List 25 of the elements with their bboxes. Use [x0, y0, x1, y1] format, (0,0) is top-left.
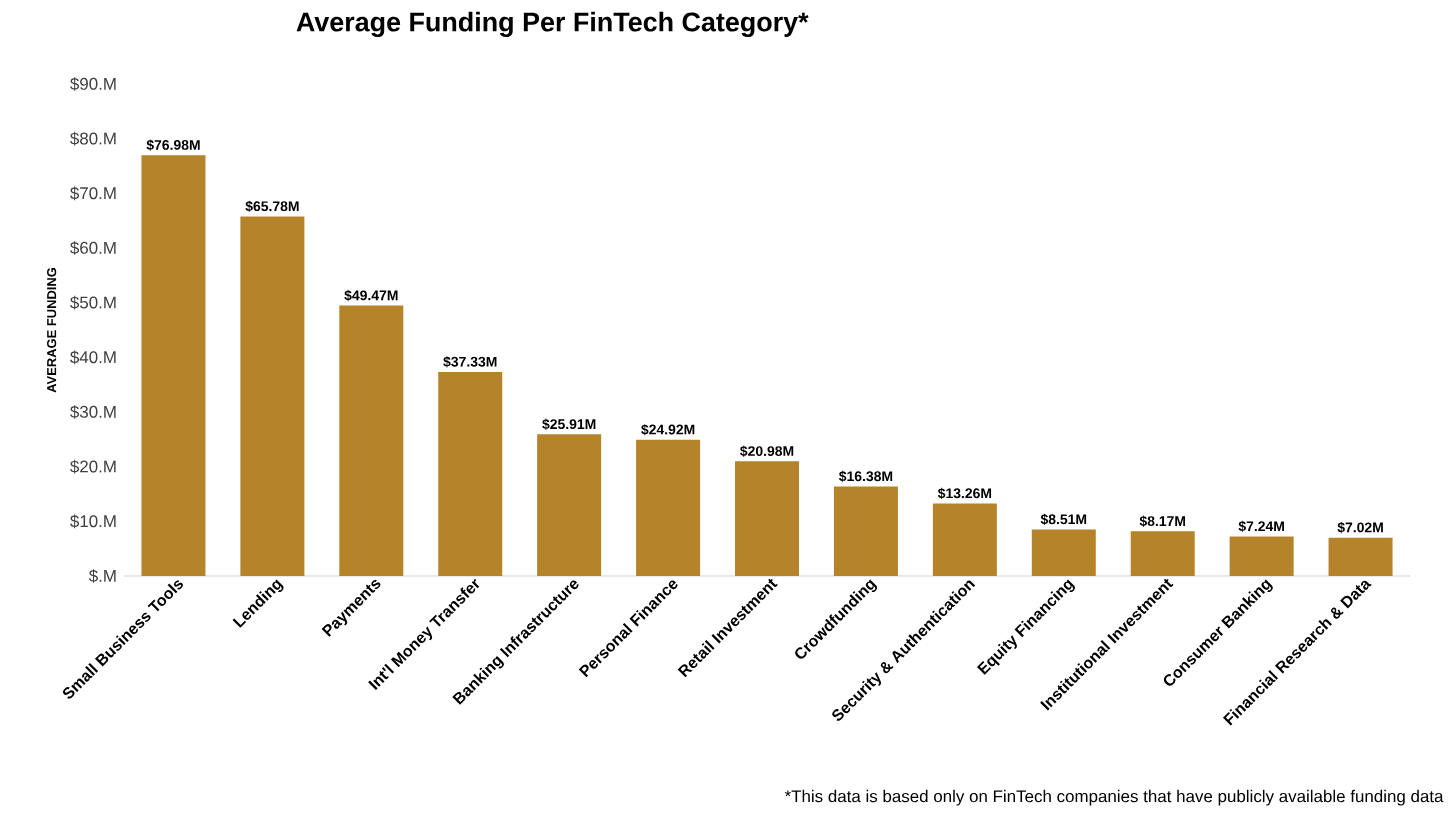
- bar: [339, 305, 404, 576]
- bar: [537, 434, 602, 576]
- bar: [240, 216, 305, 576]
- bar: [438, 371, 503, 576]
- bar: [141, 155, 206, 576]
- y-tick-label: $20.M: [70, 459, 116, 474]
- y-tick-label: $70.M: [70, 186, 116, 201]
- bar: [932, 503, 997, 576]
- y-tick-label: $.M: [88, 569, 116, 583]
- bar: [735, 461, 800, 576]
- bar: [833, 486, 898, 576]
- y-tick-label: $40.M: [70, 350, 116, 365]
- y-tick-label: $30.M: [70, 405, 116, 419]
- bar: [1229, 536, 1294, 576]
- bar: [1031, 529, 1096, 576]
- bar: [636, 439, 701, 576]
- text: *This data is based only on FinTech companies that have publicly available funding data: [784, 789, 1444, 806]
- bar: [1328, 537, 1393, 576]
- y-tick-label: $60.M: [70, 241, 116, 255]
- y-tick-label: $90.M: [70, 77, 116, 91]
- y-tick-label: $10.M: [70, 514, 116, 529]
- chart-title: Average Funding Per FinTech Category*: [296, 11, 809, 37]
- bar: [1130, 531, 1195, 576]
- y-tick-label: $80.M: [70, 131, 116, 146]
- y-tick-label: $50.M: [70, 295, 116, 310]
